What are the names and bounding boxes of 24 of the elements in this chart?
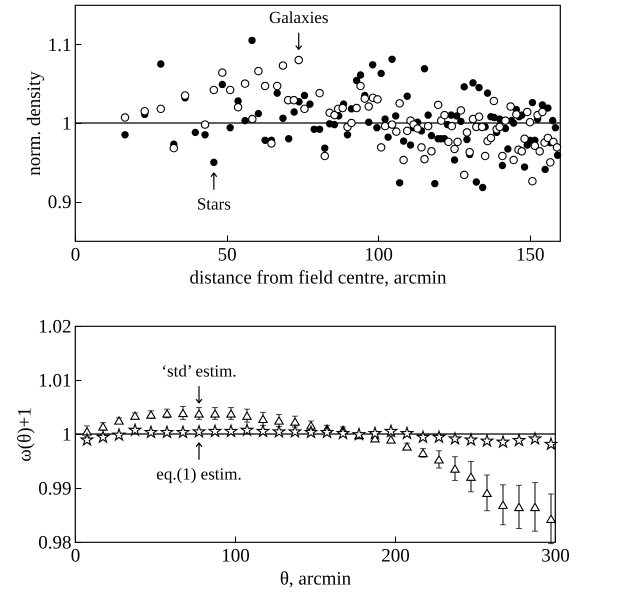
x-tick-label: 200 xyxy=(381,546,410,566)
y-tick-label: 1 xyxy=(62,114,72,134)
x-tick-label: 0 xyxy=(70,546,80,566)
y-tick-label: 1 xyxy=(62,424,72,446)
x-tick-label: 150 xyxy=(516,244,544,266)
y-tick-label: 0.98 xyxy=(38,532,72,554)
y-tick-label: 0.9 xyxy=(48,192,72,214)
x-axis-title: θ, arcmin xyxy=(280,568,352,590)
x-tick-label: 0 xyxy=(70,244,80,266)
x-tick-label: 100 xyxy=(221,546,250,566)
y-tick-label: 0.99 xyxy=(38,478,72,500)
x-tick-label: 300 xyxy=(541,546,570,566)
annotation: Galaxies xyxy=(268,8,328,28)
x-tick-label: 100 xyxy=(364,244,393,266)
y-tick-label: 1.1 xyxy=(48,34,72,56)
y-tick-label: 1.01 xyxy=(38,370,72,392)
y-axis-title: norm. density xyxy=(24,70,45,176)
x-tick-label: 50 xyxy=(218,244,237,266)
annotation: ‘std’ estim. xyxy=(161,361,237,380)
y-tick-label: 1.02 xyxy=(38,316,72,338)
annotation: eq.(1) estim. xyxy=(156,464,242,484)
x-axis-title: distance from field centre, arcmin xyxy=(190,268,447,288)
y-axis-title: ω(θ)+1 xyxy=(14,407,36,462)
annotation: Stars xyxy=(196,194,231,214)
